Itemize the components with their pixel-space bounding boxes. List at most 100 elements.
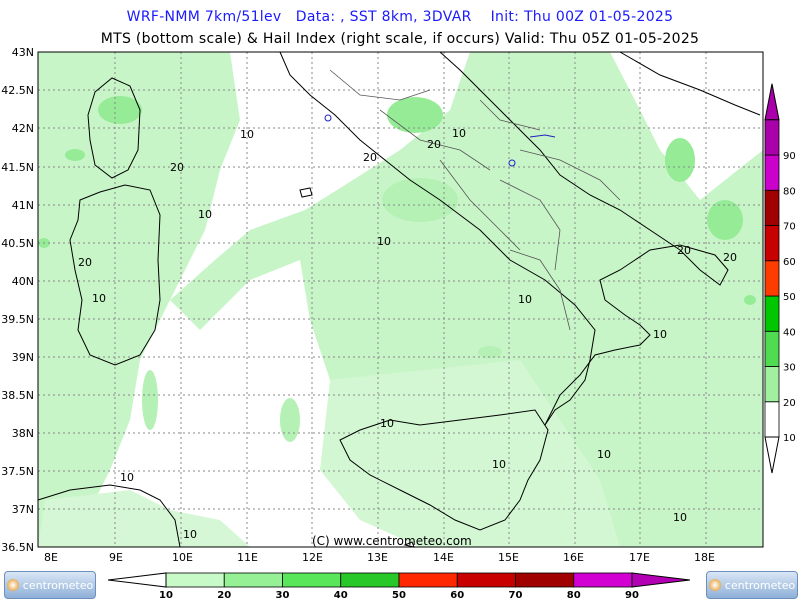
contour-label: 10	[240, 128, 254, 141]
bottom-colorbar: 10 20 30 40 50 60 70 80 90	[107, 572, 691, 600]
right-colorbar-tick: 10	[783, 433, 796, 444]
bottom-colorbar-right-arrow	[631, 572, 691, 588]
contour-label: 20	[427, 138, 441, 151]
mts-shading-secondary	[142, 178, 502, 442]
contour-label: 10	[380, 417, 394, 430]
logo-globe-icon	[6, 579, 19, 591]
lon-label: 17E	[629, 551, 650, 564]
lon-label: 16E	[563, 551, 584, 564]
bottom-colorbar-tick: 40	[334, 590, 348, 600]
bottom-colorbar-left-arrow	[107, 572, 167, 588]
right-colorbar-segment	[764, 401, 780, 438]
bottom-colorbar-tick: 90	[625, 590, 639, 600]
latitude-labels: 43N 42.5N 42N 41.5N 41N 40.5N 40N 39.5N …	[1, 46, 34, 554]
lat-label: 38N	[12, 427, 34, 440]
right-colorbar-lower-arrow	[764, 436, 780, 474]
lon-label: 18E	[694, 551, 715, 564]
bottom-colorbar-tick: 20	[217, 590, 231, 600]
bottom-colorbar-segment	[223, 572, 283, 588]
bottom-colorbar-segment	[456, 572, 516, 588]
title-line-2: MTS (bottom scale) & Hail Index (right s…	[100, 31, 700, 47]
logo-text: centrometeo	[22, 578, 94, 592]
right-colorbar-segment	[764, 366, 780, 403]
lat-label: 41.5N	[1, 161, 34, 174]
right-colorbar-tick: 30	[783, 363, 796, 374]
logo-globe-icon	[708, 579, 721, 591]
right-colorbar-tick: 80	[783, 186, 796, 197]
contour-label: 20	[363, 151, 377, 164]
bottom-colorbar-segment	[165, 572, 225, 588]
lat-label: 40N	[12, 275, 34, 288]
coastlines	[37, 51, 761, 548]
right-colorbar-tick: 20	[783, 398, 796, 409]
sicily-coast	[339, 409, 549, 531]
bottom-colorbar-tick: 80	[567, 590, 581, 600]
bottom-colorbar-tick: 30	[276, 590, 290, 600]
hail-marks	[324, 114, 556, 167]
right-colorbar-segment	[764, 119, 780, 156]
lat-label: 39.5N	[1, 313, 34, 326]
right-colorbar-segment	[764, 260, 780, 297]
right-colorbar-tick: 70	[783, 222, 796, 233]
elba-island	[299, 187, 313, 198]
lon-label: 14E	[433, 551, 454, 564]
lat-label: 43N	[12, 46, 34, 59]
italy-east-coast	[439, 51, 729, 426]
bottom-colorbar-tick: 70	[509, 590, 523, 600]
bottom-colorbar-tick: 50	[392, 590, 406, 600]
bottom-colorbar-segment	[398, 572, 458, 588]
malta-island	[403, 541, 415, 548]
centrometeo-logo-right: centrometeo	[706, 571, 798, 599]
contour-label: 10	[653, 328, 667, 341]
contour-label: 10	[597, 448, 611, 461]
lat-label: 39N	[12, 351, 34, 364]
right-colorbar: 10 20 30 40 50 60 70 80 90	[764, 83, 796, 474]
sardinia-coast	[69, 184, 161, 366]
contour-label: 20	[677, 244, 691, 257]
centrometeo-logo-left: centrometeo	[4, 571, 96, 599]
contour-label: 10	[452, 127, 466, 140]
contour-label: 20	[723, 251, 737, 264]
logo-text: centrometeo	[724, 578, 796, 592]
balkan-coast	[619, 51, 761, 116]
right-colorbar-segment	[764, 330, 780, 367]
title-line-1: WRF-NMM 7km/51lev Data: , SST 8km, 3DVAR…	[126, 9, 674, 25]
contour-label: 20	[78, 256, 92, 269]
lat-label: 37N	[12, 503, 34, 516]
contour-label: 10	[198, 208, 212, 221]
right-colorbar-upper-arrow	[764, 83, 780, 121]
lat-label: 40.5N	[1, 237, 34, 250]
bottom-colorbar-tick: 10	[159, 590, 173, 600]
right-colorbar-tick: 90	[783, 151, 796, 162]
bottom-colorbar-tick: 60	[450, 590, 464, 600]
mts-shading-20	[38, 96, 756, 305]
bottom-colorbar-segment	[340, 572, 400, 588]
right-colorbar-tick: 50	[783, 292, 796, 303]
lon-label: 15E	[498, 551, 519, 564]
lat-label: 42.5N	[1, 84, 34, 97]
lon-label: 8E	[44, 551, 58, 564]
longitude-labels: 8E 9E 10E 11E 12E 13E 14E 15E 16E 17E 18…	[44, 551, 715, 564]
lat-label: 38.5N	[1, 389, 34, 402]
contour-label: 10	[518, 293, 532, 306]
contour-label: 10	[492, 458, 506, 471]
bottom-colorbar-segment	[515, 572, 575, 588]
copyright-text: (C) www.centrometeo.com	[312, 534, 472, 548]
contour-label: 10	[673, 511, 687, 524]
bottom-colorbar-segment	[282, 572, 342, 588]
right-colorbar-segment	[764, 295, 780, 332]
lon-label: 10E	[172, 551, 193, 564]
tunisia-coast	[37, 484, 181, 548]
right-colorbar-tick: 60	[783, 257, 796, 268]
lon-label: 11E	[237, 551, 258, 564]
lon-label: 12E	[302, 551, 323, 564]
contour-label: 10	[120, 471, 134, 484]
regional-borders	[329, 69, 621, 331]
right-colorbar-segment	[764, 189, 780, 226]
lat-label: 37.5N	[1, 465, 34, 478]
lon-label: 13E	[367, 551, 388, 564]
lon-label: 9E	[109, 551, 123, 564]
mts-shading	[38, 52, 763, 547]
lat-label: 41N	[12, 199, 34, 212]
